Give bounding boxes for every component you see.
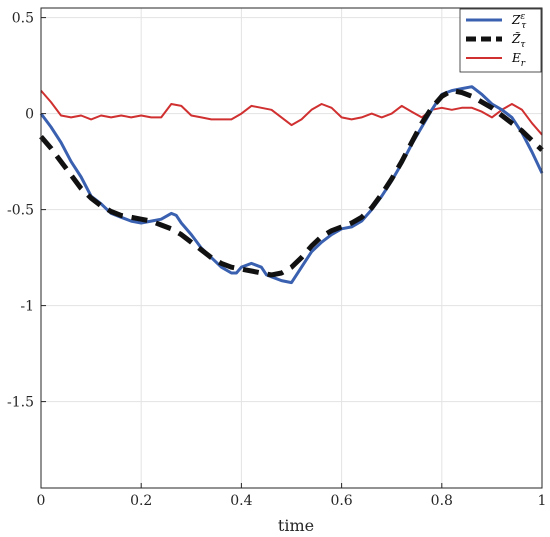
series-lines: [39, 85, 544, 285]
axis-ticks: 0 0.2 0.4 0.6 0.8 1 0.5 0 -0.5 -1 -1.5: [7, 11, 546, 509]
legend-items: Zε τZ̃τEr: [466, 12, 527, 69]
series-line-2: [39, 88, 544, 278]
plot-frame: [40, 7, 543, 489]
legend-label: Er: [511, 51, 526, 69]
legend-label: Z̃τ: [511, 31, 526, 50]
x-tick-label: 0.4: [230, 493, 252, 509]
x-axis-label: time: [278, 516, 314, 535]
y-tick-label: 0: [25, 107, 34, 123]
x-tick-label: 1: [538, 493, 547, 509]
legend: Zε τZ̃τEr: [459, 8, 542, 73]
y-tick-label: -0.5: [7, 203, 34, 219]
x-tick-label: 0.8: [431, 493, 453, 509]
y-tick-label: 0.5: [12, 11, 34, 27]
x-tick-label: 0.2: [130, 493, 152, 509]
y-tick-label: -1: [20, 299, 34, 315]
series-line-3: [40, 89, 543, 136]
legend-label: Zε τ: [511, 12, 527, 31]
x-tick-label: 0: [37, 493, 46, 509]
y-tick-label: -1.5: [7, 395, 34, 411]
series-line-1: [39, 85, 544, 285]
x-tick-label: 0.6: [330, 493, 352, 509]
